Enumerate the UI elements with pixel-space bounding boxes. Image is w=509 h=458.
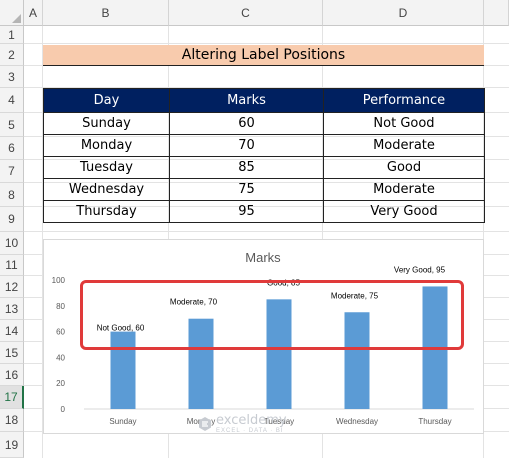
column-header-c[interactable]: C — [169, 0, 323, 26]
grid-line — [42, 26, 43, 458]
cell-marks[interactable]: 75 — [169, 178, 324, 201]
grid-line — [24, 231, 509, 232]
bar-monday[interactable] — [188, 318, 214, 409]
table-header-row: Day Marks Performance — [43, 88, 485, 113]
x-tick-label: Thursday — [418, 417, 451, 426]
y-tick-label: 0 — [61, 405, 66, 414]
sheet-title[interactable]: Altering Label Positions — [43, 45, 484, 66]
column-header-e[interactable] — [484, 0, 509, 26]
row-header-13[interactable]: 13 — [0, 298, 24, 320]
exceldemy-logo-icon — [199, 417, 211, 431]
row-header-4[interactable]: 4 — [0, 88, 24, 113]
y-tick-label: 20 — [56, 379, 65, 388]
row-header-10[interactable]: 10 — [0, 232, 24, 255]
label-highlight-box — [80, 280, 464, 350]
cell-day[interactable]: Thursday — [43, 200, 170, 223]
column-header-b[interactable]: B — [43, 0, 169, 26]
watermark-brand: exceldemy — [216, 413, 287, 428]
table-row: Tuesday 85 Good — [43, 156, 485, 179]
row-header-18[interactable]: 18 — [0, 409, 24, 432]
data-label[interactable]: Very Good, 95 — [394, 265, 446, 274]
row-header-3[interactable]: 3 — [0, 66, 24, 88]
row-header-5[interactable]: 5 — [0, 113, 24, 137]
cell-performance[interactable]: Moderate — [323, 178, 485, 201]
column-header-a[interactable]: A — [24, 0, 43, 26]
row-header-11[interactable]: 11 — [0, 255, 24, 276]
row-header-1[interactable]: 1 — [0, 26, 24, 44]
header-day[interactable]: Day — [43, 88, 170, 113]
cell-performance[interactable]: Not Good — [323, 112, 485, 135]
data-label[interactable]: Not Good, 60 — [97, 324, 145, 333]
header-marks[interactable]: Marks — [169, 88, 324, 113]
table-row: Sunday 60 Not Good — [43, 112, 485, 135]
row-header-2[interactable]: 2 — [0, 44, 24, 66]
row-header-19[interactable]: 19 — [0, 432, 24, 458]
row-header-17[interactable]: 17 — [0, 386, 24, 409]
cell-performance[interactable]: Moderate — [323, 134, 485, 157]
y-tick-label: 60 — [56, 328, 65, 337]
cell-day[interactable]: Monday — [43, 134, 170, 157]
cell-marks[interactable]: 95 — [169, 200, 324, 223]
cell-day[interactable]: Sunday — [43, 112, 170, 135]
cell-performance[interactable]: Very Good — [323, 200, 485, 223]
row-header-9[interactable]: 9 — [0, 207, 24, 232]
table-row: Wednesday 75 Moderate — [43, 178, 485, 201]
x-tick-label: Sunday — [109, 417, 136, 426]
bar-tuesday[interactable] — [266, 299, 292, 409]
cell-marks[interactable]: 70 — [169, 134, 324, 157]
row-header-16[interactable]: 16 — [0, 364, 24, 386]
table-row: Monday 70 Moderate — [43, 134, 485, 157]
x-tick-label: Tuesday — [264, 417, 294, 426]
data-label[interactable]: Moderate, 70 — [170, 298, 218, 307]
row-header-7[interactable]: 7 — [0, 160, 24, 183]
grid-line — [24, 87, 509, 88]
select-all-corner[interactable] — [0, 0, 24, 26]
watermark-tagline: EXCEL · DATA · BI — [216, 428, 284, 434]
cell-day[interactable]: Tuesday — [43, 156, 170, 179]
row-header-15[interactable]: 15 — [0, 342, 24, 364]
data-table: Day Marks Performance Sunday 60 Not Good… — [43, 88, 485, 223]
y-tick-label: 40 — [56, 353, 65, 362]
y-tick-label: 100 — [52, 276, 66, 285]
table-row: Thursday 95 Very Good — [43, 200, 485, 223]
chart-title: Marks — [245, 250, 281, 265]
column-header-d[interactable]: D — [323, 0, 484, 26]
y-tick-label: 80 — [56, 302, 65, 311]
bar-sunday[interactable] — [110, 331, 136, 409]
watermark-logo: exceldemy EXCEL · DATA · BI — [197, 414, 287, 434]
bar-wednesday[interactable] — [344, 312, 370, 409]
row-header-6[interactable]: 6 — [0, 137, 24, 160]
cell-marks[interactable]: 85 — [169, 156, 324, 179]
header-performance[interactable]: Performance — [323, 88, 485, 113]
row-header-8[interactable]: 8 — [0, 183, 24, 207]
row-header-12[interactable]: 12 — [0, 276, 24, 298]
grid-line — [24, 43, 509, 44]
row-header-14[interactable]: 14 — [0, 320, 24, 342]
data-label[interactable]: Moderate, 75 — [331, 291, 379, 300]
x-tick-label: Wednesday — [336, 417, 378, 426]
cell-marks[interactable]: 60 — [169, 112, 324, 135]
cell-day[interactable]: Wednesday — [43, 178, 170, 201]
cell-performance[interactable]: Good — [323, 156, 485, 179]
